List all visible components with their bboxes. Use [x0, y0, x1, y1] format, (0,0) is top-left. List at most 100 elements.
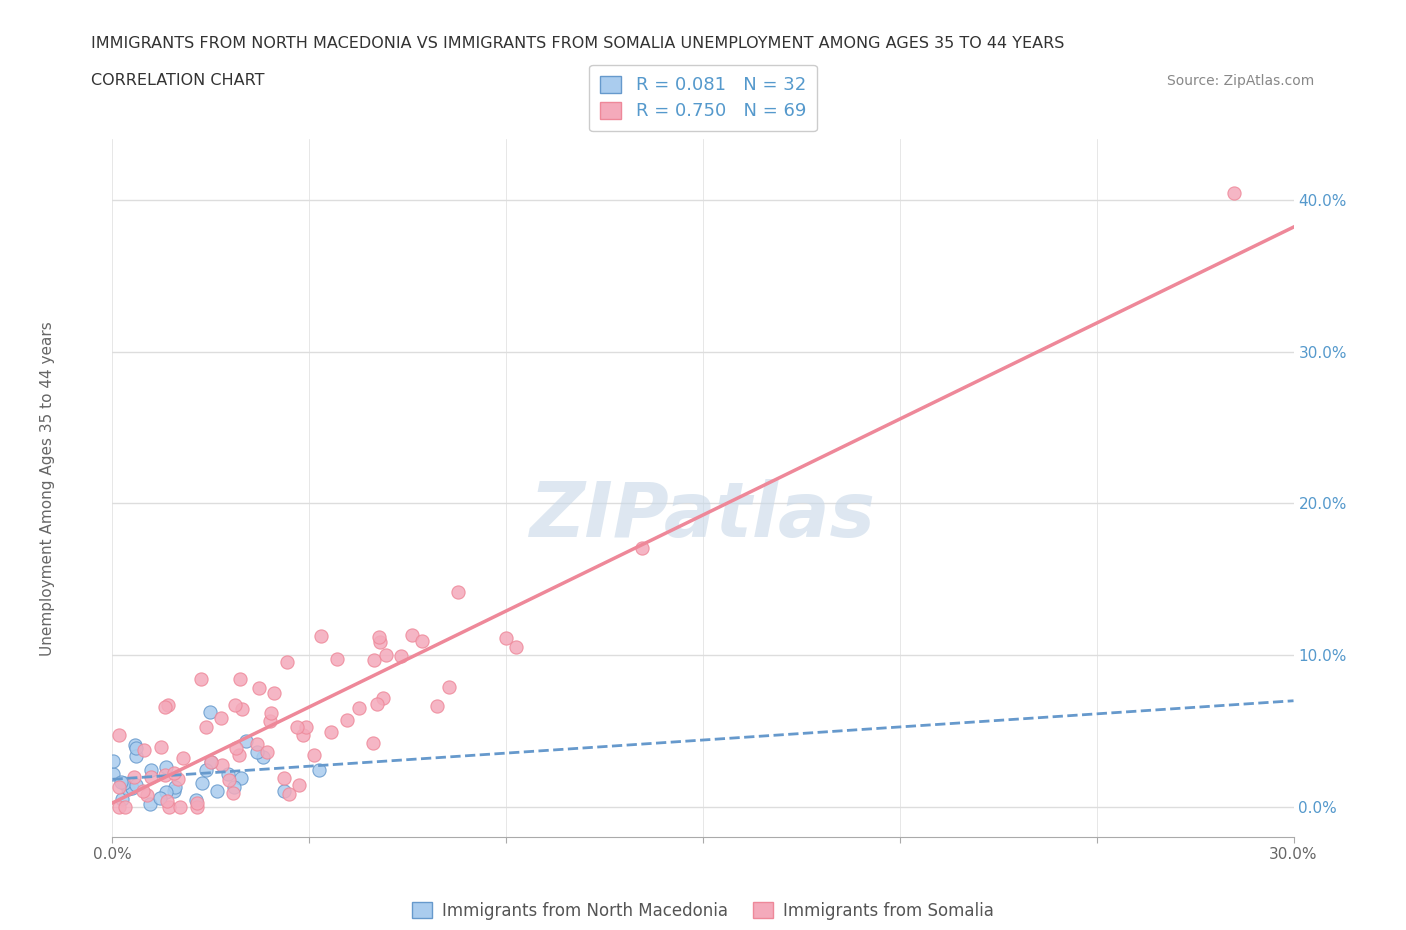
Point — [222, 779, 245, 794]
Point — [302, 748, 325, 763]
Point — [139, 770, 162, 785]
Point — [190, 776, 212, 790]
Point — [139, 797, 162, 812]
Point — [309, 629, 332, 644]
Point — [149, 739, 172, 754]
Point — [1223, 185, 1246, 200]
Point — [125, 777, 148, 792]
Point — [437, 679, 460, 694]
Point — [631, 540, 654, 555]
Text: ZIPatlas: ZIPatlas — [530, 479, 876, 553]
Point — [186, 795, 208, 810]
Point — [347, 700, 370, 715]
Point — [136, 788, 159, 803]
Point — [411, 633, 433, 648]
Point — [139, 763, 162, 777]
Point — [112, 776, 135, 790]
Point — [225, 740, 247, 755]
Point — [101, 754, 124, 769]
Point — [163, 784, 186, 799]
Point — [229, 671, 252, 686]
Point — [228, 748, 250, 763]
Point — [169, 799, 191, 814]
Point — [447, 584, 470, 599]
Legend: Immigrants from North Macedonia, Immigrants from Somalia: Immigrants from North Macedonia, Immigra… — [405, 895, 1001, 926]
Point — [121, 781, 143, 796]
Point — [149, 790, 172, 805]
Point — [326, 652, 349, 667]
Point — [363, 653, 385, 668]
Point — [308, 763, 330, 777]
Point — [162, 765, 184, 780]
Point — [153, 767, 176, 782]
Point — [336, 712, 359, 727]
Text: Source: ZipAtlas.com: Source: ZipAtlas.com — [1167, 74, 1315, 88]
Point — [194, 720, 217, 735]
Point — [273, 783, 295, 798]
Point — [110, 775, 132, 790]
Point — [505, 640, 527, 655]
Point — [259, 713, 281, 728]
Point — [217, 766, 239, 781]
Point — [495, 631, 517, 645]
Point — [111, 791, 134, 806]
Point — [205, 783, 228, 798]
Point — [374, 647, 396, 662]
Text: IMMIGRANTS FROM NORTH MACEDONIA VS IMMIGRANTS FROM SOMALIA UNEMPLOYMENT AMONG AG: IMMIGRANTS FROM NORTH MACEDONIA VS IMMIG… — [91, 36, 1064, 51]
Point — [124, 737, 146, 752]
Point — [319, 724, 342, 739]
Point — [211, 711, 233, 725]
Point — [229, 770, 252, 785]
Point — [373, 690, 395, 705]
Point — [273, 771, 295, 786]
Point — [291, 727, 314, 742]
Point — [108, 779, 131, 794]
Point — [195, 763, 218, 777]
Point — [157, 799, 180, 814]
Point — [156, 698, 179, 712]
Point — [156, 793, 179, 808]
Point — [108, 727, 131, 742]
Point — [190, 672, 212, 687]
Point — [114, 799, 136, 814]
Point — [256, 744, 278, 759]
Point — [224, 698, 246, 713]
Point — [426, 698, 449, 713]
Point — [366, 697, 388, 711]
Point — [263, 685, 285, 700]
Point — [131, 784, 153, 799]
Point — [184, 792, 207, 807]
Point — [172, 751, 194, 765]
Point — [231, 702, 253, 717]
Point — [221, 785, 243, 800]
Point — [200, 754, 222, 769]
Point — [200, 754, 222, 769]
Point — [124, 740, 146, 755]
Point — [155, 785, 177, 800]
Point — [401, 628, 423, 643]
Point — [117, 781, 139, 796]
Point — [163, 780, 186, 795]
Point — [288, 778, 311, 793]
Point — [211, 758, 233, 773]
Point — [247, 680, 270, 695]
Point — [278, 787, 301, 802]
Point — [155, 699, 177, 714]
Point — [368, 630, 391, 644]
Point — [246, 737, 269, 751]
Point — [124, 770, 146, 785]
Point — [252, 750, 274, 764]
Point — [108, 799, 131, 814]
Point — [103, 766, 125, 781]
Point — [124, 749, 146, 764]
Point — [155, 760, 177, 775]
Point — [132, 742, 155, 757]
Point — [276, 655, 298, 670]
Point — [361, 736, 384, 751]
Point — [198, 705, 221, 720]
Point — [368, 635, 391, 650]
Point — [295, 720, 318, 735]
Point — [260, 706, 283, 721]
Text: CORRELATION CHART: CORRELATION CHART — [91, 73, 264, 88]
Point — [235, 734, 257, 749]
